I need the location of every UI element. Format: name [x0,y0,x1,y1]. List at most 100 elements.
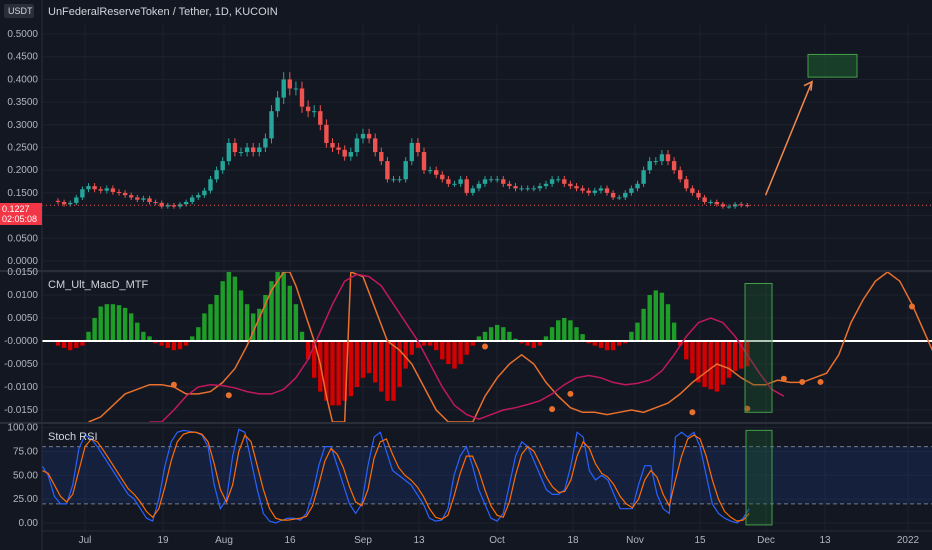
candle-body [214,170,219,180]
candle-body [354,138,360,153]
macd-histogram-bar [495,324,500,341]
candle-body [330,142,335,148]
projection-arrow [764,81,813,196]
macd-line [88,270,932,423]
macd-histogram-bar [708,341,713,390]
candle-body [629,188,634,193]
macd-pane-label[interactable]: CM_Ult_MacD_MTF [48,279,149,291]
y-tick-label: 0.3500 [7,97,38,108]
candle-body [598,188,604,191]
y-tick-label: 0.2500 [7,143,38,154]
candle-body [403,161,408,180]
candle-body [55,200,61,202]
macd-histogram-bar [525,341,530,346]
candle-body [153,201,158,203]
macd-histogram-bar [409,341,414,355]
macd-histogram-bar [348,341,353,397]
signal-line [149,273,785,423]
candle-body [110,188,116,192]
macd-cross-dot [689,409,696,416]
candle-body [190,197,195,202]
macd-histogram-bar [513,338,518,341]
y-tick-label: 0.1500 [7,188,38,199]
macd-histogram-bar [263,295,268,341]
macd-histogram-bar [305,341,311,360]
macd-histogram-bar [147,336,152,341]
macd-histogram-bar [110,304,116,341]
candle-body [580,188,585,191]
candle-body [177,204,183,207]
macd-histogram-bar [177,341,183,350]
macd-histogram-bar [537,341,543,346]
macd-cross-dot [817,378,824,385]
macd-histogram-bar [610,341,616,351]
candle-body [342,149,347,157]
macd-histogram-bar [299,331,305,341]
macd-histogram-bar [92,318,97,341]
macd-histogram-bar [190,336,195,341]
x-tick-label: 15 [694,535,706,546]
macd-cross-dot [780,375,787,382]
price-pane[interactable] [42,53,932,209]
rsi-pane-label[interactable]: Stoch RSI [48,431,98,443]
currency-badge[interactable]: USDT [8,6,33,16]
candle-body [635,183,640,189]
candle-body [745,205,750,207]
stoch-k-line [41,428,750,524]
candle-body [141,198,146,200]
macd-histogram-bar [208,304,213,341]
x-tick-label: 13 [413,535,425,546]
candle-body [488,179,494,181]
candle-body [122,192,128,196]
y-tick-label: 0.3000 [7,120,38,131]
macd-histogram-bar [739,341,744,369]
candle-body [476,183,482,189]
macd-histogram-bar [183,341,189,346]
macd-histogram-bar [470,341,475,346]
candle-body [318,111,323,125]
macd-histogram-bar [275,272,280,341]
macd-histogram-bar [141,331,146,341]
stoch-rsi-pane[interactable] [41,428,932,526]
candle-body [360,133,366,139]
macd-histogram-bar [440,341,445,360]
candle-body [708,201,713,203]
y-tick-label: 0.5000 [7,29,38,40]
macd-cross-dot [799,378,806,385]
candle-body [196,195,201,198]
macd-cross-dot [744,405,751,412]
macd-histogram-bar [269,281,274,341]
candle-body [415,142,421,153]
macd-histogram-bar [464,341,469,355]
candle-body [458,179,463,184]
candle-body [86,186,91,190]
y-tick-label: 0.0150 [7,267,38,278]
candle-body [574,186,579,189]
price-badge-countdown: 02:05:08 [2,214,37,224]
candle-body [421,152,427,171]
macd-histogram-bar [232,276,238,341]
macd-histogram-bar [68,341,73,351]
macd-histogram-bar [647,295,652,341]
macd-histogram-bar [696,341,701,383]
macd-histogram-bar [629,331,634,341]
candle-body [665,154,671,162]
macd-histogram-bar [568,320,573,341]
macd-histogram-bar [415,341,421,348]
candle-body [543,183,549,187]
macd-pane[interactable] [42,270,932,423]
macd-histogram-bar [165,341,170,348]
macd-histogram-bar [659,292,665,341]
candle-body [135,197,140,200]
macd-histogram-bar [196,327,201,341]
macd-histogram-bar [598,341,604,348]
candle-body [427,170,433,172]
macd-histogram-bar [366,341,372,374]
macd-histogram-bar [604,341,610,351]
macd-histogram-bar [592,341,597,346]
currency-badge-bg[interactable] [4,4,34,18]
macd-histogram-bar [80,341,85,346]
y-tick-label: 0.4000 [7,74,38,85]
macd-histogram-bar [678,341,683,346]
macd-histogram-bar [312,341,317,378]
